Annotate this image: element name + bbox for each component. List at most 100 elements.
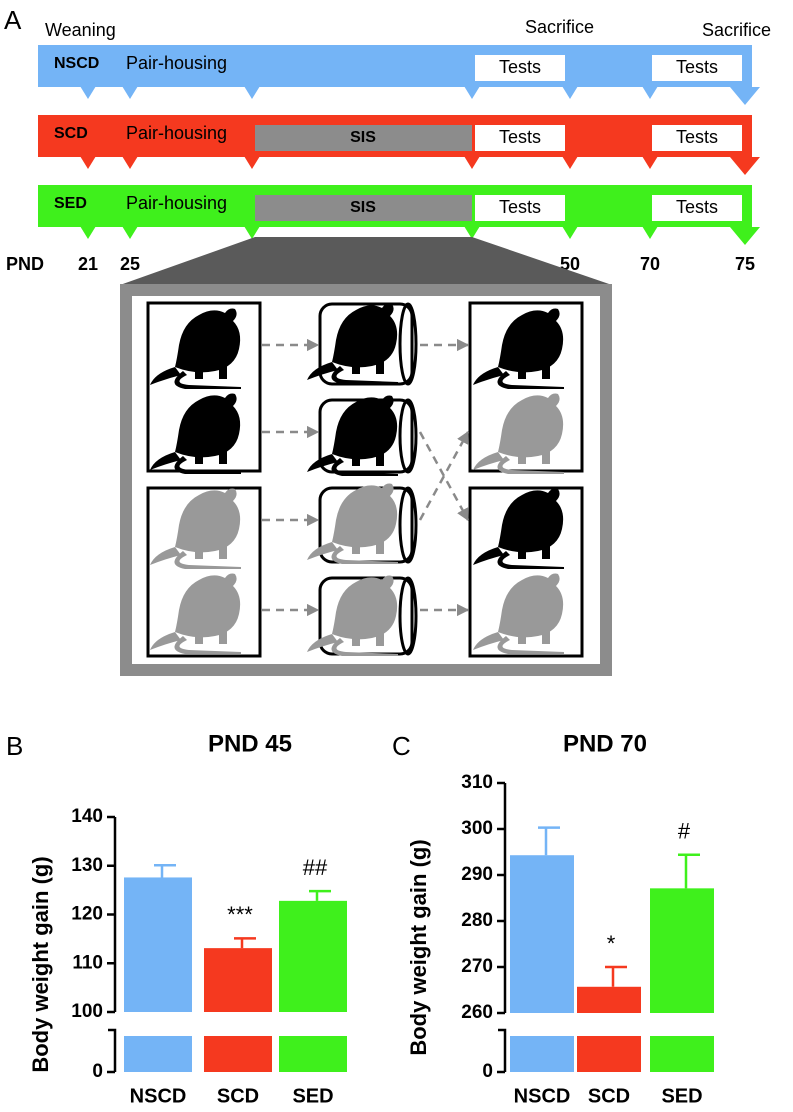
tests-box	[475, 55, 565, 81]
band-tick	[244, 156, 260, 169]
bar	[279, 900, 347, 1012]
tests-label: Tests	[499, 57, 541, 77]
error-bar	[154, 864, 176, 878]
y-tick-label: 120	[71, 904, 103, 925]
band-tick	[80, 86, 96, 99]
pnd-value: 25	[120, 254, 140, 274]
y-tick-label: 280	[461, 910, 493, 931]
sis-box	[255, 125, 472, 151]
panel-label: C	[392, 731, 411, 761]
significance-label: #	[678, 819, 691, 844]
y-tick-label: 100	[71, 1001, 103, 1022]
weaning-label: Weaning	[45, 20, 116, 40]
sis-box	[255, 195, 472, 221]
y-tick-label: 140	[71, 806, 103, 827]
bar	[577, 986, 641, 1013]
y-tick-label: 0	[92, 1061, 103, 1082]
tests-box	[652, 55, 742, 81]
housing-label: Pair-housing	[126, 53, 227, 73]
band-tick	[244, 226, 260, 239]
bar-lower	[510, 1036, 574, 1072]
arrows	[262, 338, 470, 617]
pnd-value: 75	[735, 254, 755, 274]
tests-label: Tests	[676, 127, 718, 147]
error-bar	[234, 937, 256, 949]
x-tick-label: NSCD	[514, 1085, 571, 1107]
x-tick-label: NSCD	[130, 1085, 187, 1107]
pnd-value: 50	[560, 254, 580, 274]
significance-label: ##	[303, 855, 328, 880]
error-bar	[605, 965, 627, 987]
tests-label: Tests	[676, 197, 718, 217]
band-tick	[80, 156, 96, 169]
bar-chart: B PND 45 Body weight gain (g) NSCD SCD *** SED…	[6, 730, 347, 1107]
bar-lower	[124, 1036, 192, 1072]
bar	[650, 888, 714, 1013]
band-tick	[562, 226, 578, 239]
group-label: SED	[54, 195, 87, 212]
x-tick-label: SCD	[588, 1085, 630, 1107]
bar-lower	[577, 1036, 641, 1072]
tests-box	[475, 195, 565, 221]
x-tick-label: SED	[292, 1085, 333, 1107]
tests-label: Tests	[676, 57, 718, 77]
band-tick	[122, 226, 138, 239]
y-axis-lower	[108, 1028, 117, 1072]
zoom-wedge	[120, 237, 612, 285]
housing-label: Pair-housing	[126, 123, 227, 143]
y-tick-label: 110	[72, 952, 103, 973]
timeline: NSCD Pair-housing Tests Tests SCD Pair-housin…	[38, 45, 760, 245]
band-tick	[642, 86, 658, 99]
panel-label: B	[6, 731, 23, 761]
error-bar	[309, 889, 331, 901]
y-tick-label: 310	[461, 772, 493, 793]
bar-lower	[204, 1036, 272, 1072]
group-label: SCD	[54, 125, 88, 142]
sis-label: SIS	[350, 199, 376, 216]
bar	[510, 855, 574, 1013]
bar-lower	[650, 1036, 714, 1072]
chart-title: PND 70	[563, 730, 647, 757]
band-tick	[464, 86, 480, 99]
y-tick-label: 270	[461, 956, 493, 977]
band-tick	[122, 156, 138, 169]
bar	[204, 948, 272, 1012]
sacrifice-label: Sacrifice	[702, 20, 771, 40]
x-tick-label: SCD	[217, 1085, 259, 1107]
error-bar	[538, 826, 560, 856]
bar	[124, 877, 192, 1012]
band-tick	[642, 156, 658, 169]
tests-box	[475, 125, 565, 151]
y-tick-label: 0	[482, 1061, 493, 1082]
band-tick	[464, 156, 480, 169]
pnd-label: PND	[6, 254, 44, 274]
band-tick	[562, 86, 578, 99]
charts: B PND 45 Body weight gain (g) NSCD SCD *** SED…	[6, 730, 714, 1107]
bar-lower	[279, 1036, 347, 1072]
band-tick	[80, 226, 96, 239]
y-tick-label: 260	[461, 1002, 493, 1023]
y-tick-label: 300	[461, 818, 493, 839]
panel-label: A	[4, 5, 22, 35]
y-axis-label: Body weight gain (g)	[28, 856, 53, 1072]
band-tick	[122, 86, 138, 99]
housing-label: Pair-housing	[126, 193, 227, 213]
chart-title: PND 45	[208, 730, 292, 757]
tests-box	[652, 195, 742, 221]
significance-label: ***	[227, 902, 253, 927]
tests-label: Tests	[499, 127, 541, 147]
tests-label: Tests	[499, 197, 541, 217]
x-tick-label: SED	[661, 1085, 702, 1107]
sacrifice-label: Sacrifice	[525, 17, 594, 37]
band-tick	[642, 226, 658, 239]
y-tick-label: 130	[71, 855, 103, 876]
significance-label: *	[607, 931, 616, 956]
pnd-value: 21	[78, 254, 98, 274]
bar-chart: C PND 70 Body weight gain (g) NSCD SCD * SED #0…	[392, 730, 714, 1107]
band-tick	[562, 156, 578, 169]
y-axis-lower	[498, 1028, 507, 1072]
pnd-value: 70	[640, 254, 660, 274]
tests-box	[652, 125, 742, 151]
band	[38, 45, 760, 105]
